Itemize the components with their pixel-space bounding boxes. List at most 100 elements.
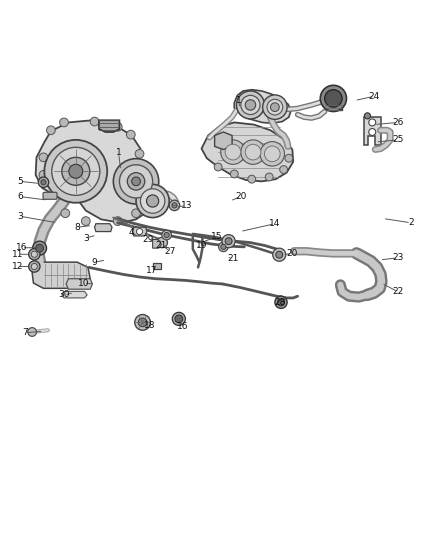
Polygon shape: [35, 120, 151, 223]
Circle shape: [135, 314, 150, 330]
Circle shape: [28, 328, 36, 336]
FancyBboxPatch shape: [43, 192, 57, 199]
Text: 6: 6: [18, 192, 23, 201]
Circle shape: [265, 173, 273, 181]
Text: 20: 20: [235, 192, 247, 201]
Text: 23: 23: [392, 253, 404, 262]
Circle shape: [120, 165, 152, 198]
Circle shape: [225, 238, 232, 245]
Text: 22: 22: [392, 287, 404, 296]
Circle shape: [267, 99, 283, 115]
Circle shape: [278, 299, 285, 306]
Circle shape: [276, 251, 283, 258]
Text: 11: 11: [11, 250, 23, 259]
Text: 16: 16: [16, 243, 28, 252]
Circle shape: [273, 248, 286, 261]
Circle shape: [164, 232, 169, 238]
Circle shape: [175, 315, 183, 323]
Text: 2: 2: [408, 219, 414, 228]
Circle shape: [113, 123, 122, 131]
Text: 17: 17: [145, 266, 157, 276]
Circle shape: [113, 217, 122, 225]
Circle shape: [141, 189, 165, 213]
Polygon shape: [325, 99, 342, 110]
Circle shape: [275, 296, 287, 309]
Polygon shape: [152, 239, 161, 248]
Circle shape: [172, 312, 185, 326]
Circle shape: [39, 171, 48, 179]
Circle shape: [132, 177, 141, 185]
Circle shape: [132, 209, 141, 217]
Text: 16: 16: [177, 322, 189, 331]
Circle shape: [81, 217, 90, 225]
Polygon shape: [201, 123, 293, 181]
Circle shape: [28, 248, 40, 260]
Circle shape: [62, 157, 90, 185]
Text: 8: 8: [74, 223, 80, 232]
Circle shape: [241, 95, 260, 115]
Circle shape: [32, 241, 46, 255]
Circle shape: [137, 229, 143, 235]
Text: 27: 27: [164, 247, 176, 256]
Circle shape: [225, 144, 241, 160]
Circle shape: [369, 119, 376, 126]
Text: 25: 25: [392, 135, 404, 144]
Text: 4: 4: [129, 228, 134, 237]
Circle shape: [248, 175, 256, 183]
Circle shape: [38, 177, 49, 188]
Polygon shape: [62, 292, 87, 298]
Circle shape: [219, 242, 228, 252]
Text: 21: 21: [155, 241, 167, 250]
Text: 9: 9: [92, 257, 97, 266]
Circle shape: [280, 166, 288, 174]
Text: 1: 1: [116, 149, 121, 157]
Circle shape: [60, 118, 68, 127]
Polygon shape: [234, 90, 291, 123]
Circle shape: [136, 184, 169, 217]
Circle shape: [46, 126, 55, 135]
Text: 12: 12: [11, 262, 23, 271]
Circle shape: [138, 318, 147, 327]
Text: 19: 19: [196, 241, 207, 250]
Text: 10: 10: [78, 279, 89, 288]
Circle shape: [169, 200, 180, 211]
Polygon shape: [99, 120, 120, 132]
Circle shape: [241, 140, 265, 164]
Text: 5: 5: [18, 177, 23, 186]
Text: 7: 7: [22, 328, 28, 337]
Text: 18: 18: [144, 321, 156, 330]
Circle shape: [237, 91, 265, 119]
Circle shape: [222, 235, 235, 248]
Circle shape: [113, 159, 159, 204]
Circle shape: [285, 154, 293, 162]
Polygon shape: [32, 262, 90, 288]
Circle shape: [221, 244, 226, 249]
Text: 14: 14: [269, 219, 281, 228]
Circle shape: [28, 261, 40, 272]
Polygon shape: [152, 263, 161, 269]
Circle shape: [127, 130, 135, 139]
Text: 3: 3: [83, 233, 89, 243]
Circle shape: [364, 113, 371, 119]
Circle shape: [69, 164, 83, 179]
Circle shape: [39, 153, 48, 161]
Polygon shape: [364, 117, 381, 145]
Circle shape: [369, 128, 376, 135]
Circle shape: [44, 140, 107, 203]
Circle shape: [90, 117, 99, 126]
Circle shape: [41, 180, 46, 185]
Polygon shape: [133, 227, 147, 236]
Circle shape: [320, 85, 346, 111]
Text: 24: 24: [369, 92, 380, 101]
Circle shape: [221, 140, 245, 164]
Circle shape: [325, 90, 342, 107]
Circle shape: [135, 149, 144, 158]
Circle shape: [263, 95, 287, 119]
Text: 13: 13: [180, 201, 192, 210]
Circle shape: [35, 244, 43, 252]
Polygon shape: [215, 132, 232, 149]
Circle shape: [245, 100, 256, 110]
Text: 3: 3: [18, 212, 23, 221]
Text: 20: 20: [286, 249, 298, 258]
Circle shape: [147, 195, 159, 207]
